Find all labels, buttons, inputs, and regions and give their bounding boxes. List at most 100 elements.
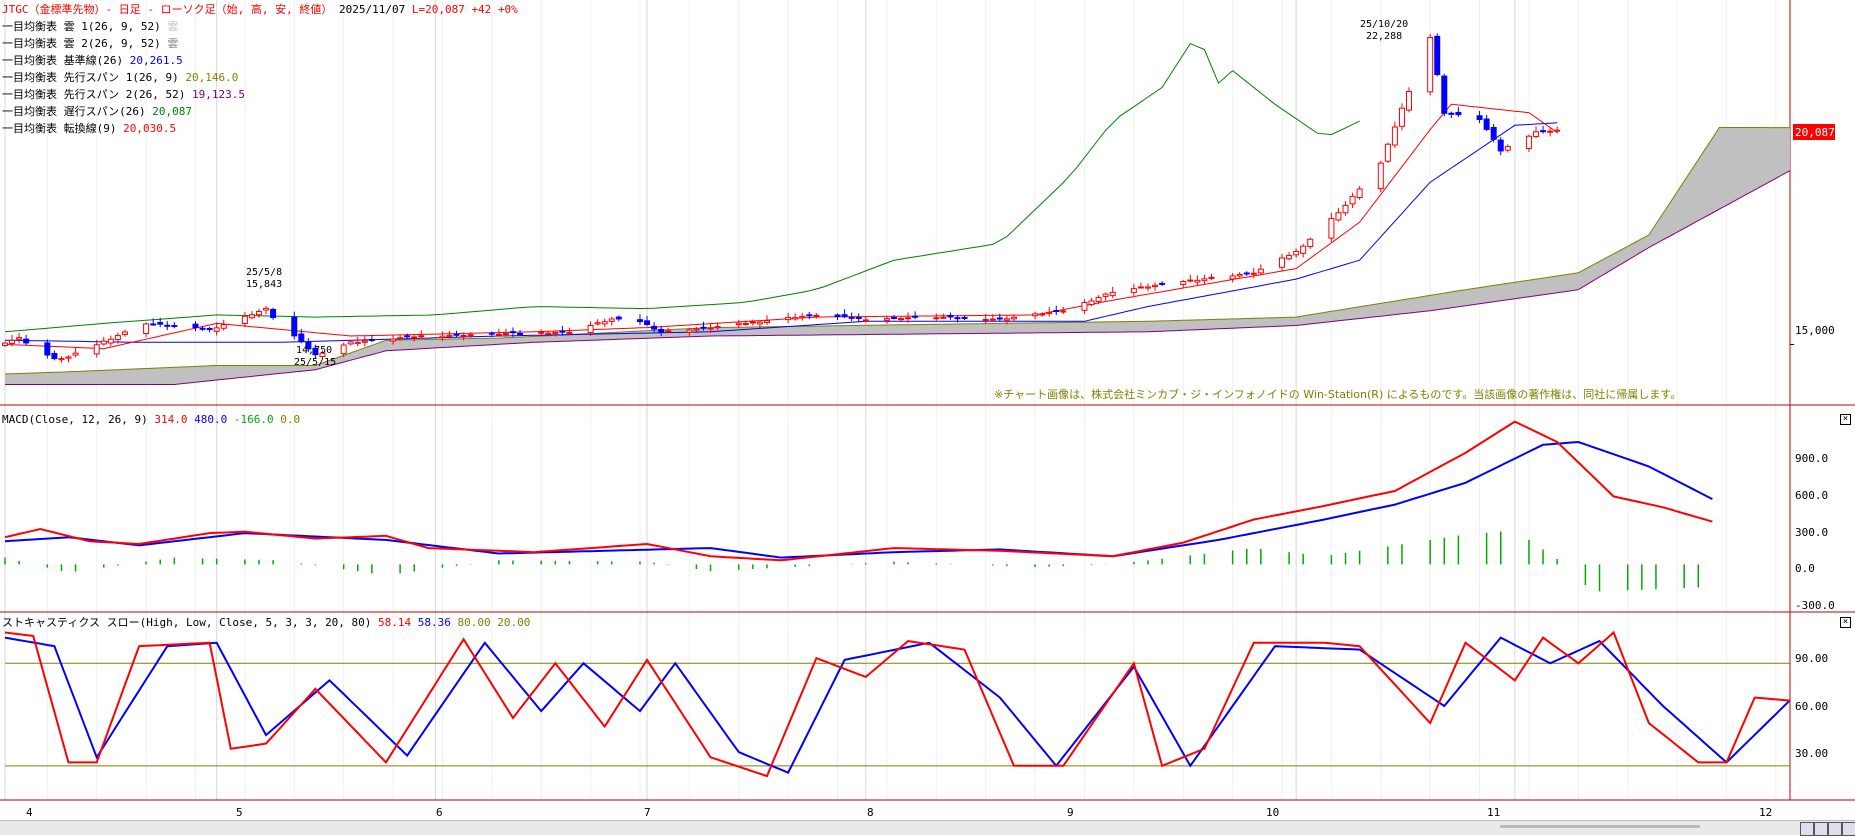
candle xyxy=(107,335,114,346)
candle-body-down xyxy=(368,339,375,342)
candle xyxy=(644,315,651,327)
candle xyxy=(763,315,770,325)
candle xyxy=(799,312,806,321)
candle xyxy=(446,331,453,339)
candle xyxy=(636,314,643,326)
candle xyxy=(1053,305,1060,316)
candle-body-up xyxy=(714,326,721,329)
senkou-span2-line xyxy=(5,170,1791,385)
candle xyxy=(1441,73,1448,117)
candle xyxy=(1003,315,1010,325)
axis-labels: 15,000 20,087 900.0 600.0 300.0 0.0 -300… xyxy=(26,19,1835,819)
candle-body-up xyxy=(390,338,397,342)
candle xyxy=(488,331,495,338)
candle-body-up xyxy=(742,322,749,325)
stoch-close-button[interactable]: × xyxy=(1840,617,1851,628)
candle xyxy=(841,309,848,319)
candle-body-down xyxy=(947,314,954,318)
candle-body-down xyxy=(517,332,524,335)
candle xyxy=(397,334,404,341)
candle-body-up xyxy=(686,329,693,333)
annotation-high1-date: 25/5/8 xyxy=(246,267,282,278)
price-pane xyxy=(2,33,1791,385)
chart-date: 2025/11/07 xyxy=(338,3,406,16)
candle-body-down xyxy=(1441,75,1448,114)
candle xyxy=(1307,237,1314,249)
candle xyxy=(954,315,961,323)
candle xyxy=(890,315,897,320)
candle xyxy=(1476,110,1483,124)
candle xyxy=(2,341,8,348)
candle-body-down xyxy=(164,324,171,327)
candle xyxy=(1504,144,1511,153)
macd-line xyxy=(4,420,1713,562)
candle xyxy=(1342,201,1349,216)
macd-tick-0: 0.0 xyxy=(1795,562,1815,575)
candle-body-up xyxy=(361,340,368,343)
macd-tick-minus300: -300.0 xyxy=(1795,599,1835,612)
candle-body-up xyxy=(749,321,756,324)
candle xyxy=(439,331,446,342)
candle-body-down xyxy=(1476,115,1483,120)
candle-body-up xyxy=(1356,188,1363,198)
candle xyxy=(467,332,474,338)
legend-value: 20,030.5 xyxy=(123,122,177,135)
candle xyxy=(1109,286,1116,298)
candle xyxy=(587,321,594,336)
candle-body-up xyxy=(1095,297,1102,302)
macd-label: MACD(Close, 12, 26, 9) xyxy=(2,413,148,426)
candle xyxy=(665,327,672,334)
legend-cloud2: 一目均衡表 雲 2(26, 9, 52) 雲 xyxy=(2,36,178,52)
candle xyxy=(1152,282,1159,291)
candle xyxy=(1060,306,1067,314)
legend-label: 一目均衡表 雲 1(26, 9, 52) xyxy=(2,20,161,33)
candle-body-up xyxy=(1342,204,1349,214)
candle-body-down xyxy=(1483,118,1490,130)
candle-body-up xyxy=(735,322,742,326)
candle-body-up xyxy=(16,337,23,340)
legend-label: 一目均衡表 遅行スパン(26) xyxy=(2,105,146,118)
candle xyxy=(1300,243,1307,258)
candle-body-up xyxy=(1208,276,1215,279)
candle xyxy=(961,315,968,321)
candle xyxy=(368,335,375,343)
candle xyxy=(862,316,869,323)
last-price-tag-label: 20,087 xyxy=(1795,126,1835,139)
bottom-scrollbar[interactable] xyxy=(0,820,1855,836)
candle-body-up xyxy=(467,334,474,337)
candle xyxy=(347,340,354,346)
macd-tick-300: 300.0 xyxy=(1795,526,1828,539)
macd-tick-600: 600.0 xyxy=(1795,489,1828,502)
candle-body-down xyxy=(453,333,460,336)
candle-body-up xyxy=(862,319,869,322)
candle xyxy=(72,347,79,358)
candle xyxy=(594,319,601,326)
candle-body-up xyxy=(587,324,594,333)
candle xyxy=(883,315,890,324)
macd-value: 314.0 xyxy=(154,413,188,426)
annotation-high1-value: 15,843 xyxy=(246,279,282,290)
candle-body-down xyxy=(961,316,968,319)
candle xyxy=(989,314,996,322)
candle xyxy=(1497,137,1504,156)
candle xyxy=(601,318,608,327)
candle xyxy=(1547,127,1554,137)
legend-value: 20,146.0 xyxy=(185,71,239,84)
chikou-span-line xyxy=(4,42,1360,333)
candle-body-up xyxy=(933,317,940,320)
candle xyxy=(1398,103,1405,131)
candle xyxy=(538,329,545,337)
stoch-d-value: 58.36 xyxy=(417,616,451,629)
candle-body-up xyxy=(1060,310,1067,313)
candle xyxy=(390,335,397,345)
candle-body-up xyxy=(241,315,248,325)
macd-close-button[interactable]: × xyxy=(1840,414,1851,425)
legend-value: 雲 xyxy=(167,20,179,33)
candle xyxy=(686,327,693,336)
candle xyxy=(912,311,919,320)
candle xyxy=(1384,142,1391,163)
candle-body-up xyxy=(1039,313,1046,316)
candle xyxy=(749,319,756,326)
scroll-track[interactable] xyxy=(1500,825,1700,828)
candle xyxy=(340,342,347,358)
